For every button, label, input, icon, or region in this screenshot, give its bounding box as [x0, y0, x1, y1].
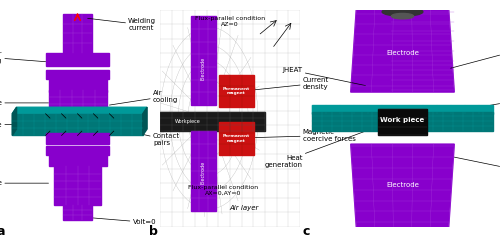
- Bar: [219, 75, 254, 107]
- Text: b: b: [149, 225, 158, 238]
- Bar: [378, 109, 426, 135]
- Text: Electrode: Electrode: [386, 50, 419, 56]
- Bar: [191, 16, 216, 105]
- Text: Work piece: Work piece: [380, 117, 424, 123]
- Text: a: a: [0, 225, 5, 238]
- Text: Water
cooling: Water cooling: [0, 51, 46, 64]
- Bar: [46, 146, 110, 155]
- Text: Volt=0: Volt=0: [92, 218, 156, 225]
- Text: Magnetic
coercive forces: Magnetic coercive forces: [254, 129, 356, 142]
- Polygon shape: [350, 10, 455, 92]
- Ellipse shape: [392, 13, 413, 19]
- Bar: [46, 133, 110, 144]
- Bar: [46, 53, 110, 66]
- Bar: [191, 131, 216, 211]
- Text: Electrode: Electrode: [201, 161, 206, 184]
- Bar: [312, 112, 493, 131]
- Text: Electrode: Electrode: [0, 180, 48, 186]
- Bar: [12, 114, 143, 135]
- Text: Air
cooling: Air cooling: [110, 90, 178, 105]
- Polygon shape: [350, 144, 455, 227]
- Text: Contact
pairs: Contact pairs: [110, 127, 180, 146]
- Bar: [48, 155, 106, 166]
- Text: Velocity
VX,VY=0: Velocity VX,VY=0: [454, 157, 500, 177]
- Polygon shape: [312, 105, 493, 114]
- Polygon shape: [143, 107, 147, 135]
- Text: Electrode: Electrode: [386, 182, 419, 188]
- Bar: [48, 79, 106, 92]
- Bar: [54, 166, 100, 205]
- Text: Flux-parallel condition
AX=0,AY=0: Flux-parallel condition AX=0,AY=0: [188, 185, 258, 196]
- Text: Electrode: Electrode: [201, 57, 206, 80]
- Text: Heat
generation: Heat generation: [264, 131, 366, 168]
- Bar: [46, 70, 110, 79]
- Text: JHEAT: JHEAT: [282, 67, 366, 86]
- Text: Workpiece: Workpiece: [0, 122, 12, 127]
- Text: Permanent
magnet: Permanent magnet: [222, 87, 250, 95]
- Bar: [160, 112, 265, 131]
- Text: Current
density: Current density: [254, 77, 329, 90]
- Bar: [48, 90, 106, 118]
- Text: Electrode: Electrode: [0, 100, 48, 106]
- Text: c: c: [302, 225, 310, 238]
- Bar: [219, 122, 254, 155]
- Polygon shape: [12, 107, 147, 114]
- Text: Velocity
VX,VY,VZ=0: Velocity VX,VY,VZ=0: [450, 42, 500, 68]
- Bar: [63, 14, 92, 53]
- Text: Permanent
magnet: Permanent magnet: [222, 134, 250, 143]
- Text: Flux-parallel condition
AZ=0: Flux-parallel condition AZ=0: [195, 16, 265, 27]
- Bar: [63, 205, 92, 220]
- Text: Velocity
VZ=0: Velocity VZ=0: [454, 94, 500, 112]
- Ellipse shape: [382, 7, 423, 16]
- Polygon shape: [12, 107, 16, 135]
- Text: Welding
current: Welding current: [88, 18, 156, 31]
- Text: Air layer: Air layer: [230, 205, 258, 211]
- Text: Workpiece: Workpiece: [175, 119, 201, 124]
